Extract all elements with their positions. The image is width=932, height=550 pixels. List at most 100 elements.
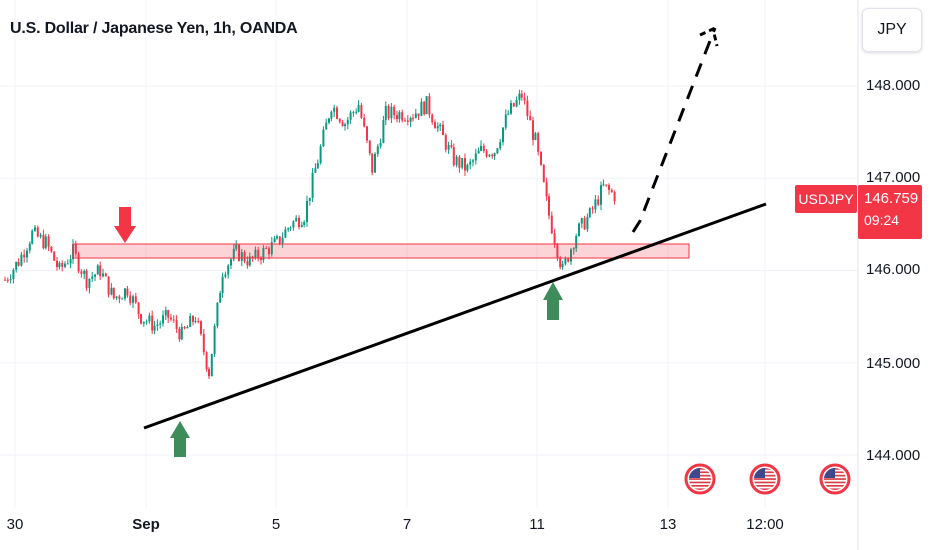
candle-body: [518, 93, 521, 101]
candle-body: [243, 252, 246, 262]
candle-body: [50, 246, 53, 252]
candle-body: [529, 115, 532, 121]
candle-body: [197, 321, 200, 323]
candle-body: [379, 142, 382, 147]
candle-body: [260, 258, 262, 260]
candle-body: [238, 244, 240, 261]
candle-body: [368, 140, 371, 154]
candle-body: [213, 326, 216, 354]
candle-body: [186, 327, 189, 329]
x-tick: 5: [271, 516, 281, 533]
candle-body: [466, 164, 469, 171]
candle-body: [36, 227, 39, 237]
candle-body: [575, 235, 578, 249]
candle-body: [510, 103, 512, 114]
candle-body: [586, 217, 589, 230]
candle-body: [39, 234, 42, 237]
candle-body: [542, 164, 545, 182]
candle-body: [580, 218, 583, 224]
candle-body: [597, 199, 600, 205]
candle-body: [447, 144, 450, 150]
ascending-trendline[interactable]: [143, 202, 767, 430]
x-tick: 13: [659, 516, 677, 533]
candle-body: [605, 184, 608, 186]
us-flag-event-icon[interactable]: [684, 463, 716, 495]
x-tick: 12:00: [746, 516, 784, 533]
candle-body: [328, 118, 330, 123]
candle-body: [464, 158, 466, 171]
candle-body: [227, 265, 230, 275]
candle-body: [235, 244, 238, 249]
candle-body: [349, 112, 352, 120]
candle-body: [278, 236, 281, 244]
candle-body: [178, 328, 181, 340]
candle-body: [273, 238, 276, 243]
candle-body: [208, 369, 210, 377]
candle-body: [371, 153, 374, 173]
candle-body: [401, 112, 404, 121]
candle-body: [12, 269, 15, 280]
x-tick: 7: [402, 516, 412, 533]
candle-body: [316, 162, 319, 169]
candle-body: [64, 263, 66, 267]
candle-body: [200, 321, 202, 334]
up-arrow-icon: [543, 282, 563, 320]
candle-body: [287, 228, 290, 230]
symbol-price-label: USDJPY: [795, 185, 857, 213]
candle-body: [94, 274, 96, 277]
candle-body: [322, 129, 325, 147]
candle-body: [559, 257, 562, 268]
candle-body: [224, 274, 227, 277]
candle-body: [47, 236, 50, 247]
candle-body: [281, 237, 284, 244]
candle-body: [553, 233, 556, 245]
candle-body: [461, 158, 464, 168]
candle-body: [17, 261, 20, 266]
candle-body: [406, 120, 409, 122]
candle-body: [311, 172, 314, 198]
candle-body: [420, 101, 423, 116]
candle-body: [183, 326, 186, 329]
us-flag-event-icon[interactable]: [749, 463, 781, 495]
candle-body: [295, 217, 298, 222]
candle-body: [23, 254, 26, 258]
candle-body: [44, 236, 47, 249]
candle-body: [257, 249, 260, 259]
candle-body: [210, 353, 213, 377]
candle-body: [526, 100, 529, 116]
candle-body: [69, 259, 72, 264]
candle-body: [520, 93, 523, 98]
candle-body: [390, 106, 393, 119]
candle-body: [502, 127, 504, 143]
candle-body: [485, 151, 488, 157]
candle-body: [548, 196, 550, 216]
projection-dashed-path[interactable]: [631, 27, 717, 233]
candle-body: [80, 271, 83, 274]
candle-body: [77, 253, 80, 272]
candle-body: [99, 265, 102, 277]
candle-body: [268, 248, 270, 255]
candle-body: [74, 244, 77, 254]
candle-body: [374, 153, 376, 173]
candle-body: [504, 114, 507, 128]
candle-body: [251, 256, 254, 258]
candle-body: [248, 256, 251, 266]
resistance-support-zone[interactable]: [72, 243, 690, 259]
candle-body: [194, 321, 197, 323]
candle-body: [121, 298, 124, 300]
candle-body: [493, 153, 496, 157]
candle-body: [333, 107, 336, 112]
candle-body: [482, 145, 485, 152]
candle-body: [129, 295, 132, 303]
candle-body: [398, 112, 401, 120]
currency-button[interactable]: JPY: [862, 8, 922, 52]
candle-body: [570, 249, 572, 262]
us-flag-event-icon[interactable]: [819, 463, 851, 495]
candle-body: [428, 96, 431, 115]
candle-body: [151, 315, 154, 331]
candle-body: [246, 261, 249, 266]
candle-body: [167, 310, 170, 318]
candle-body: [545, 181, 548, 197]
candle-body: [496, 148, 499, 154]
